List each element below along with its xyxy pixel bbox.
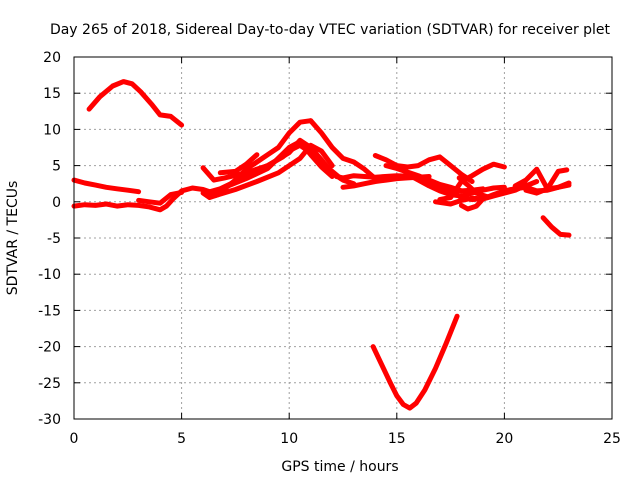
series-track-11 [308,118,378,182]
series-track-1 [86,79,185,128]
y-tick-label: 10 [43,122,61,138]
y-tick-label: 20 [43,50,61,66]
x-tick-label: 0 [70,431,79,447]
series-track-23 [512,166,572,192]
series-track-15 [383,163,486,194]
series-track-9 [211,142,335,199]
y-tick-label: 0 [52,195,61,211]
series-track-25 [540,215,572,238]
series-track-21 [456,175,490,200]
series-track-7 [204,139,335,198]
y-tick-label: 15 [43,86,61,102]
x-tick-label: 5 [177,431,186,447]
y-tick-label: -5 [47,231,61,247]
chart-title: Day 265 of 2018, Sidereal Day-to-day VTE… [50,22,611,38]
x-tick-label: 15 [388,431,406,447]
series-track-3 [71,185,213,213]
x-tick-label: 20 [495,431,513,447]
x-tick-label: 25 [603,431,621,447]
y-tick-label: -20 [38,340,61,356]
axis-ticks: 0 5 10 15 20 25 -30 -25 -20 -15 -10 -5 0 5 10 15 20 [38,50,621,447]
series-track-8 [200,137,357,187]
grid [74,57,612,419]
series-track-2 [71,177,142,195]
y-tick-label: -10 [38,267,61,283]
series-track-10 [217,152,260,176]
x-axis-title: GPS time / hours [281,459,398,475]
y-axis-title: SDTVAR / TECUs [5,181,21,296]
series-track-17 [437,161,507,203]
x-tick-label: 10 [280,431,298,447]
series-track-14 [372,153,475,184]
series-track-4 [136,189,185,206]
y-tick-label: -15 [38,303,61,319]
y-tick-label: -25 [38,376,61,392]
series-track-26 [370,313,460,411]
y-tick-label: -30 [38,412,61,428]
series-layer [71,79,572,411]
y-tick-label: 5 [52,159,61,175]
series-track-24 [523,167,570,196]
